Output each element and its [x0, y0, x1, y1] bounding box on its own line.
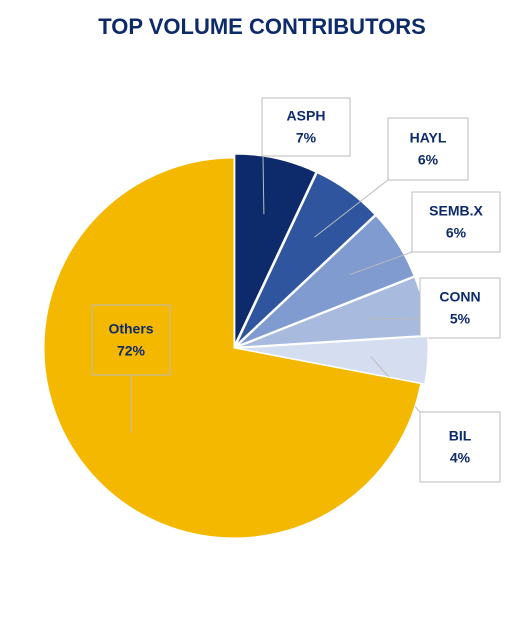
- callout-box: [91, 304, 171, 376]
- callout-pointer: [349, 251, 413, 276]
- slice-value: 5%: [450, 311, 471, 327]
- slice-value: 72%: [117, 343, 146, 359]
- callout-box: [387, 117, 469, 181]
- callout-box: [419, 411, 501, 483]
- slice-label: SEMB.X: [429, 203, 483, 219]
- callout-box: [411, 191, 501, 253]
- chart-title: TOP VOLUME CONTRIBUTORS: [98, 14, 426, 39]
- slice-value: 6%: [418, 152, 439, 168]
- slice-label: Others: [108, 321, 153, 337]
- slice-value: 7%: [296, 130, 317, 146]
- slice-label: BIL: [449, 428, 472, 444]
- pie-slice: [235, 172, 376, 346]
- pie-slice: [234, 153, 317, 345]
- callout-pointer: [314, 179, 389, 238]
- slice-label: CONN: [439, 289, 480, 305]
- callout-box: [419, 277, 501, 339]
- slice-value: 6%: [446, 225, 467, 241]
- callout-box: [261, 97, 351, 157]
- callout-pointer: [262, 155, 265, 215]
- callout-pointer: [367, 317, 421, 320]
- slice-value: 4%: [450, 450, 471, 466]
- pie-slice: [237, 215, 415, 347]
- pie-slice: [237, 335, 429, 385]
- slice-label: ASPH: [287, 108, 326, 124]
- pie-slice: [43, 157, 422, 539]
- slice-label: HAYL: [410, 130, 447, 146]
